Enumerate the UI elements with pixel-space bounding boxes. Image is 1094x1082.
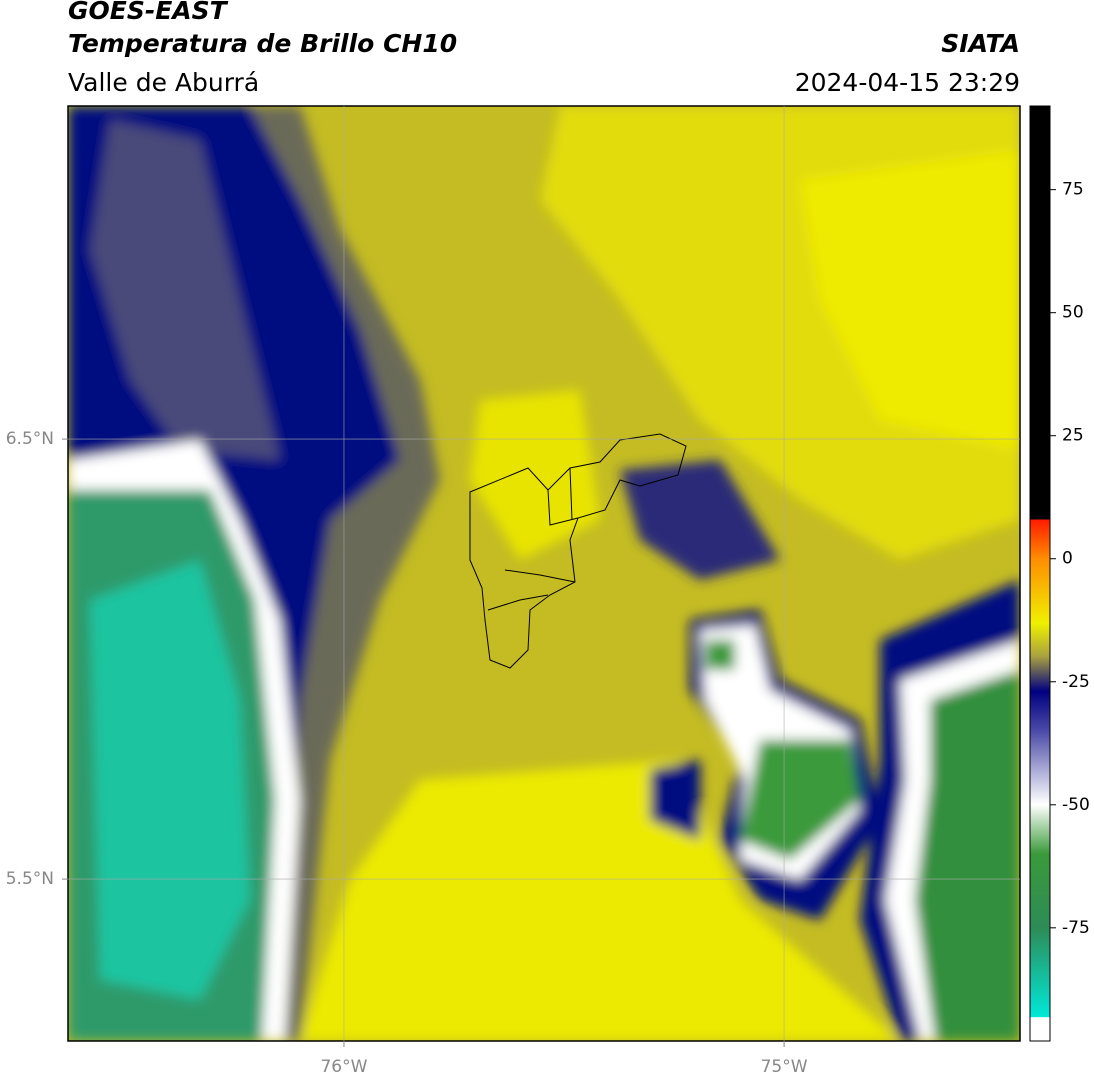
y-tick-label: 6.5°N [6,429,54,449]
satellite-image [68,106,1020,1041]
y-tick-label: 5.5°N [6,869,54,889]
colorbar-tick-label: 50 [1062,303,1084,323]
datetime: 2024-04-15 23:29 [795,68,1020,97]
colorbar-tick-label: -75 [1062,918,1090,938]
subtitle: Temperatura de Brillo CH10 [68,29,457,58]
colorbar-tick-label: -50 [1062,795,1090,815]
colorbar-tick-label: 25 [1062,426,1084,446]
colorbar-tick-label: 75 [1062,180,1084,200]
x-tick-label: 76°W [320,1057,367,1077]
title: GOES-EAST [68,0,229,25]
colorbar-tick-label: 0 [1062,549,1073,569]
colorbar-tick-label: -25 [1062,672,1090,692]
x-tick-label: 75°W [761,1057,808,1077]
region: Valle de Aburrá [68,68,259,97]
map-frame [67,105,1021,1042]
colorbar [1029,105,1051,1042]
source: SIATA [941,29,1020,58]
